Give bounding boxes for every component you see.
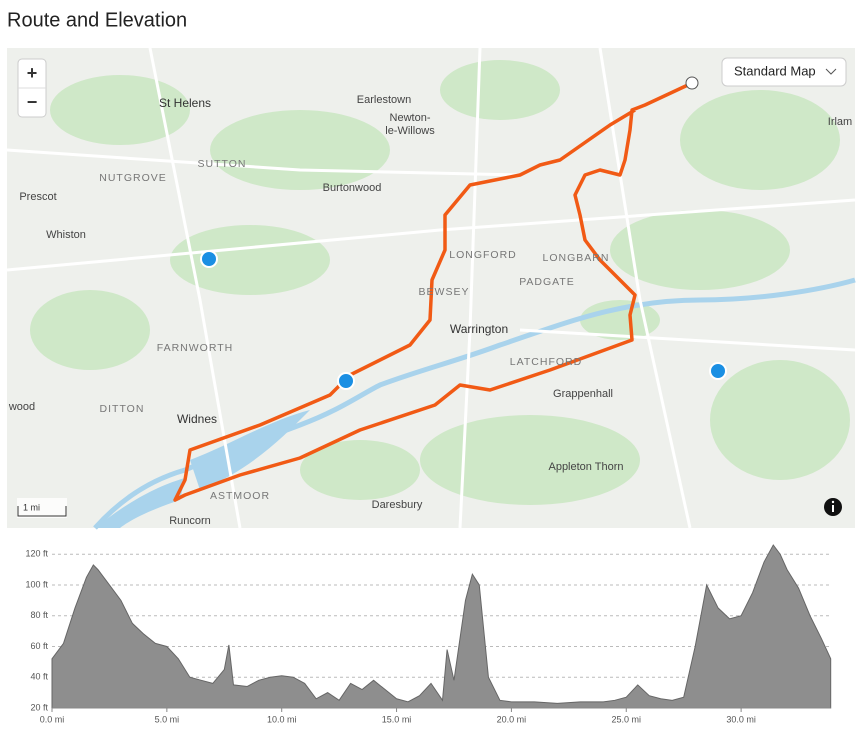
x-tick-label: 15.0 mi [382,714,412,724]
map-label: Whiston [46,229,86,241]
y-tick-label: 100 ft [25,579,48,589]
elevation-area [51,544,832,709]
map-label: Grappenhall [553,388,613,400]
map-label: Earlestown [357,94,411,106]
y-tick-label: 60 ft [30,641,48,651]
map-label: Daresbury [372,499,423,511]
x-tick-label: 30.0 mi [726,714,756,724]
x-tick-label: 5.0 mi [155,714,180,724]
map-labels: St Helens Earlestown Newton-le-Willows Irla… [8,94,852,527]
dropdown-chevron[interactable] [825,68,837,75]
scale-line [17,506,67,517]
roads [6,47,856,529]
dropdown-box[interactable] [721,57,847,87]
route-line [173,82,691,502]
map-label: ASTMOOR [210,490,270,502]
y-tick-label: 120 ft [25,549,48,559]
map-label: wood [8,401,35,413]
zoom-controls: + − [17,58,47,118]
green-areas [30,60,850,505]
map-label: Widnes [177,412,217,426]
elevation-chart: 20 ft 40 ft 60 ft 80 ft 100 ft 120 ft 0.0 mi 5.… [25,544,832,724]
map-label: Newton- [390,112,431,124]
map-label: FARNWORTH [157,342,233,354]
map-label: BEWSEY [419,286,470,298]
scale-bar: 1 mi [17,498,67,518]
x-tick-label: 25.0 mi [612,714,642,724]
x-tick-label: 0.0 mi [40,714,65,724]
scale-background [17,498,67,518]
photo-marker[interactable] [337,372,355,390]
map-label: LONGFORD [449,249,517,261]
map-label: Irlam [828,116,852,128]
map-label: NUTGROVE [99,172,167,184]
map-label: Prescot [19,191,56,203]
zoom-in-button[interactable]: + [27,63,38,83]
map-label: Runcorn [169,515,211,527]
estuary [190,410,310,490]
dropdown-label[interactable]: Standard Map [734,63,816,78]
photo-markers [200,250,727,390]
map-label: LATCHFORD [510,356,582,368]
info-glyph[interactable] [831,500,835,504]
map-label: LONGBARN [543,252,610,264]
map-label: Burtonwood [323,182,382,194]
y-tick-label: 80 ft [30,610,48,620]
x-tick-label: 10.0 mi [267,714,297,724]
photo-marker[interactable] [709,362,727,380]
scale-label: 1 mi [23,502,40,512]
y-tick-label: 40 ft [30,672,48,682]
estuary [95,478,185,528]
x-tick-label: 20.0 mi [497,714,527,724]
page-title: Route and Elevation [7,9,187,31]
map-label: PADGATE [519,276,575,288]
map-label: Appleton Thorn [548,461,623,473]
route-end-marker [685,76,699,90]
zoom-out-button[interactable]: − [27,92,38,112]
map-type-dropdown[interactable]: Standard Map [721,57,847,87]
map: St Helens Earlestown Newton-le-Willows Irla… [6,47,856,530]
info-glyph[interactable] [832,505,834,512]
info-button[interactable] [824,498,842,516]
photo-marker[interactable] [200,250,218,268]
y-tick-label: 20 ft [30,702,48,712]
map-label: SUTTON [198,158,247,170]
map-label: le-Willows [385,125,435,137]
map-label: Warrington [450,322,508,336]
map-label: DITTON [100,403,145,415]
map-label: St Helens [159,96,211,110]
